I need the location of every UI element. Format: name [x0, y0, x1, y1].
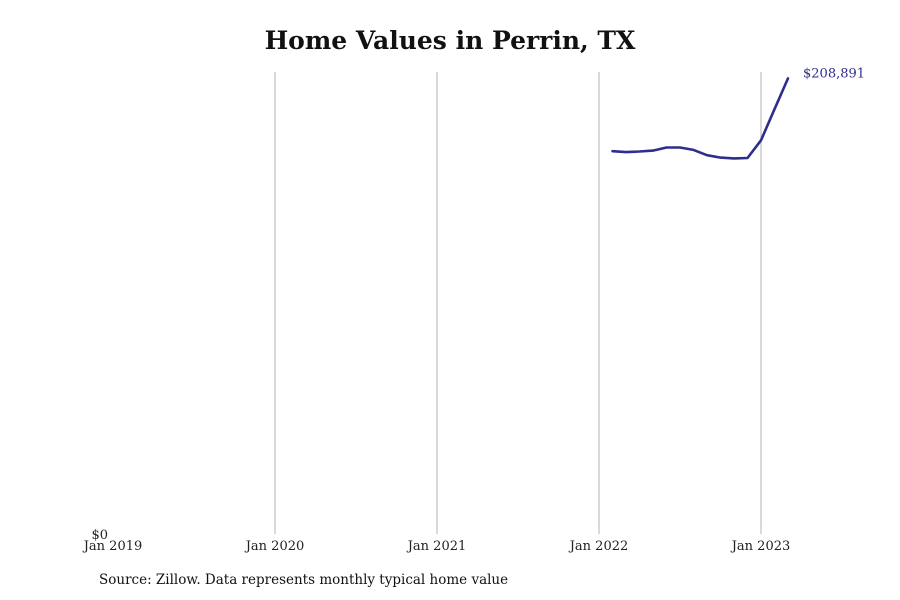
series-group: $208,891	[611, 66, 865, 160]
x-tick-label: Jan 2020	[244, 539, 305, 554]
series-line	[611, 77, 790, 160]
end-value-label: $208,891	[803, 66, 865, 81]
source-note: Source: Zillow. Data represents monthly …	[99, 572, 509, 588]
x-axis-ticks: Jan 2019 Jan 2020 Jan 2021 Jan 2022 Jan 2023	[82, 539, 791, 554]
x-tick-label: Jan 2022	[568, 539, 629, 554]
y-tick-label: $0	[91, 528, 108, 543]
chart-title: Home Values in Perrin, TX	[264, 26, 636, 55]
y-axis-ticks: $0	[91, 528, 108, 543]
x-tick-label: Jan 2019	[82, 539, 143, 554]
x-tick-label: Jan 2023	[730, 539, 791, 554]
gridlines	[274, 72, 762, 534]
x-tick-label: Jan 2021	[406, 539, 467, 554]
